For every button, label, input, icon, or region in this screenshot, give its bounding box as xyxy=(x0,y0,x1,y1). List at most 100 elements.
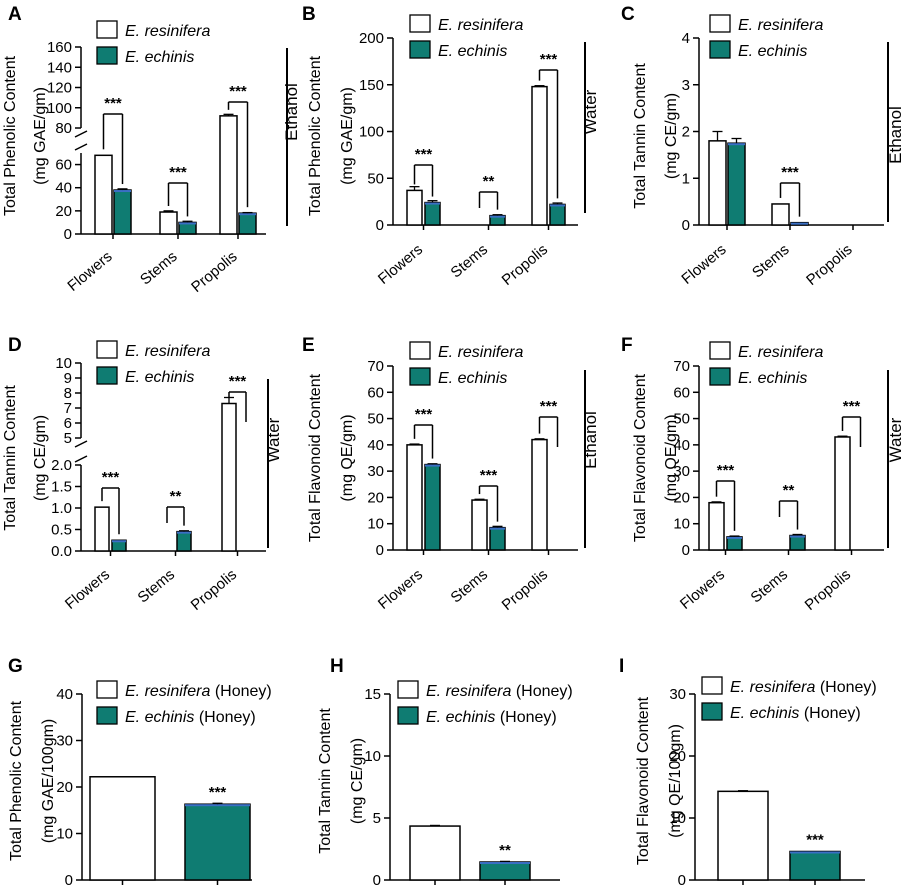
panel-d-bar-resinifera-flowers xyxy=(94,506,110,552)
legend-label-resinifera: E. resinifera (Honey) xyxy=(426,683,573,700)
panel-a-bar-echinis-flowers xyxy=(113,189,132,235)
legend-label-echinis: E. echinis xyxy=(738,370,807,387)
panel-g-bar-resinifera xyxy=(89,776,156,881)
panel-g-ytick-label: 20 xyxy=(56,779,73,796)
panel-d-bar-resinifera-propolis xyxy=(221,402,237,552)
panel-h-ytick-label: 15 xyxy=(364,686,381,703)
panel-e-xlabel-propolis: Propolis xyxy=(499,566,551,614)
panel-d-ytick-label: 0.0 xyxy=(51,543,72,560)
panel-e-bar-echinis-stems xyxy=(489,526,506,551)
legend-label-echinis: E. echinis xyxy=(438,43,507,60)
panel-f-ytick-label: 60 xyxy=(673,384,690,401)
panel-b-bar-resinifera-flowers xyxy=(406,189,423,226)
legend-swatch-resinifera xyxy=(96,680,118,699)
panel-b-ytick-label: 50 xyxy=(367,170,384,187)
legend-label-resinifera: E. resinifera (Honey) xyxy=(730,679,877,696)
panel-a-bar-resinifera-stems xyxy=(159,211,178,235)
panel-d-ytick-label: 6 xyxy=(64,415,72,432)
panel-c-ylabel-2: (mg CE/gm) xyxy=(663,93,680,179)
panel-a-xlabel-stems: Stems xyxy=(137,248,180,288)
panel-e-bar-echinis-flowers-cap xyxy=(425,464,440,467)
panel-a-letter: A xyxy=(8,4,22,25)
panel-b-ytick-label: 200 xyxy=(359,30,384,47)
panel-a-bar-echinis-propolis xyxy=(238,212,257,235)
panel-d-bar-echinis-stems-cap xyxy=(177,531,191,534)
panel-f-bar-echinis-flowers-cap xyxy=(727,536,742,539)
legend-swatch-resinifera xyxy=(96,20,118,39)
panel-b-ylabel-1: Total Phenolic Content xyxy=(307,55,324,216)
panel-d-axis-break-2 xyxy=(74,440,88,448)
legend-swatch-resinifera xyxy=(709,14,731,33)
panel-b-ylabel-2: (mg GAE/gm) xyxy=(339,87,356,185)
panel-b-side-label: Water xyxy=(581,89,600,134)
panel-a-bar-echinis-propolis-cap xyxy=(239,213,256,216)
legend-swatch-echinis xyxy=(96,366,118,385)
panel-f-sig-propolis-stars: *** xyxy=(843,398,861,415)
panel-e-bar-resinifera-propolis xyxy=(531,438,548,551)
panel-d-xlabel-stems: Stems xyxy=(135,566,178,606)
legend-swatch-echinis xyxy=(96,46,118,65)
legend-swatch-echinis xyxy=(409,367,431,386)
panel-f-bar-resinifera-flowers xyxy=(708,501,725,551)
panel-a-ytick-label: 100 xyxy=(47,100,72,117)
panel-d-ytick-label: 2.0 xyxy=(51,457,72,474)
panel-f-ytick-label: 40 xyxy=(673,437,690,454)
legend-swatch-echinis xyxy=(409,40,431,59)
panel-i-bar-resinifera xyxy=(717,790,769,881)
panel-i-letter: I xyxy=(619,656,624,677)
legend-label-echinis: E. echinis xyxy=(438,370,507,387)
legend-label-resinifera: E. resinifera xyxy=(438,17,523,34)
panel-f-bar-resinifera-propolis xyxy=(834,436,851,551)
panel-a-bar-echinis-flowers-cap xyxy=(114,190,131,193)
panel-a-ylabel-1: Total Phenolic Content xyxy=(2,55,19,216)
panel-e-ytick-label: 70 xyxy=(367,358,384,375)
panel-b-letter: B xyxy=(302,4,316,25)
panel-g-ytick-label: 10 xyxy=(56,826,73,843)
panel-a-bar-echinis-stems-cap xyxy=(179,222,196,225)
panel-b-bar-echinis-stems-cap xyxy=(490,215,505,218)
legend-label-resinifera: E. resinifera xyxy=(738,344,823,361)
panel-h-bar-echinis xyxy=(479,861,531,881)
panel-e-bar-echinis-stems-cap xyxy=(490,527,505,530)
panel-h-ytick-label: 10 xyxy=(364,748,381,765)
panel-c-xlabel-flowers: Flowers xyxy=(678,241,729,288)
panel-c-bar-echinis-flowers-cap xyxy=(728,143,745,146)
panel-b-bar-echinis-flowers-cap xyxy=(425,202,440,205)
panel-f-ylabel-1: Total Flavonoid Content xyxy=(632,373,649,542)
panel-c-side-label: Ethanol xyxy=(886,106,905,164)
panel-b-bar-echinis-propolis-cap xyxy=(550,204,565,207)
legend-swatch-echinis xyxy=(701,702,723,721)
panel-e-sig-stems-stars: *** xyxy=(480,467,498,484)
panel-c-ytick-label: 2 xyxy=(682,124,690,141)
panel-g-ytick-label: 30 xyxy=(56,733,73,750)
panel-h-sig-stars: ** xyxy=(499,842,511,859)
panel-i-ytick-label: 30 xyxy=(669,686,686,703)
panel-e-ytick-label: 30 xyxy=(367,463,384,480)
panel-a-sig-stems-stars: *** xyxy=(169,164,187,181)
legend-swatch-resinifera xyxy=(409,341,431,360)
panel-b-ytick-label: 100 xyxy=(359,124,384,141)
legend-swatch-resinifera xyxy=(96,340,118,359)
legend-label-echinis: E. echinis (Honey) xyxy=(426,709,557,726)
panel-e-ytick-label: 60 xyxy=(367,384,384,401)
panel-d-xlabel-flowers: Flowers xyxy=(62,566,113,613)
panel-g-bar-echinis xyxy=(184,803,251,881)
panel-d-xlabel-propolis: Propolis xyxy=(188,566,240,614)
panel-g-ylabel-1: Total Phenolic Content xyxy=(8,700,25,861)
panel-e-ytick-label: 50 xyxy=(367,411,384,428)
panel-b-xlabel-stems: Stems xyxy=(448,241,491,281)
panel-c-bar-resinifera-flowers xyxy=(708,140,727,226)
panel-c-ytick-label: 3 xyxy=(682,77,690,94)
legend-swatch-resinifera xyxy=(709,341,731,360)
panel-i-ytick-label: 10 xyxy=(669,810,686,827)
panel-c-xlabel-stems: Stems xyxy=(749,241,792,281)
panel-a-ytick-label: 120 xyxy=(47,80,72,97)
panel-d-ylabel-2: (mg CE/gm) xyxy=(32,415,49,501)
panel-f-ylabel-2: (mg QE/gm) xyxy=(663,414,680,501)
panel-b-sig-flowers-stars: *** xyxy=(415,146,433,163)
panel-e-ylabel-1: Total Flavonoid Content xyxy=(307,373,324,542)
panel-c-ytick-label: 4 xyxy=(682,30,690,47)
panel-a-sig-flowers-stars: *** xyxy=(104,95,122,112)
legend-swatch-echinis xyxy=(96,706,118,725)
panel-d-ytick-label: 7 xyxy=(64,400,72,417)
